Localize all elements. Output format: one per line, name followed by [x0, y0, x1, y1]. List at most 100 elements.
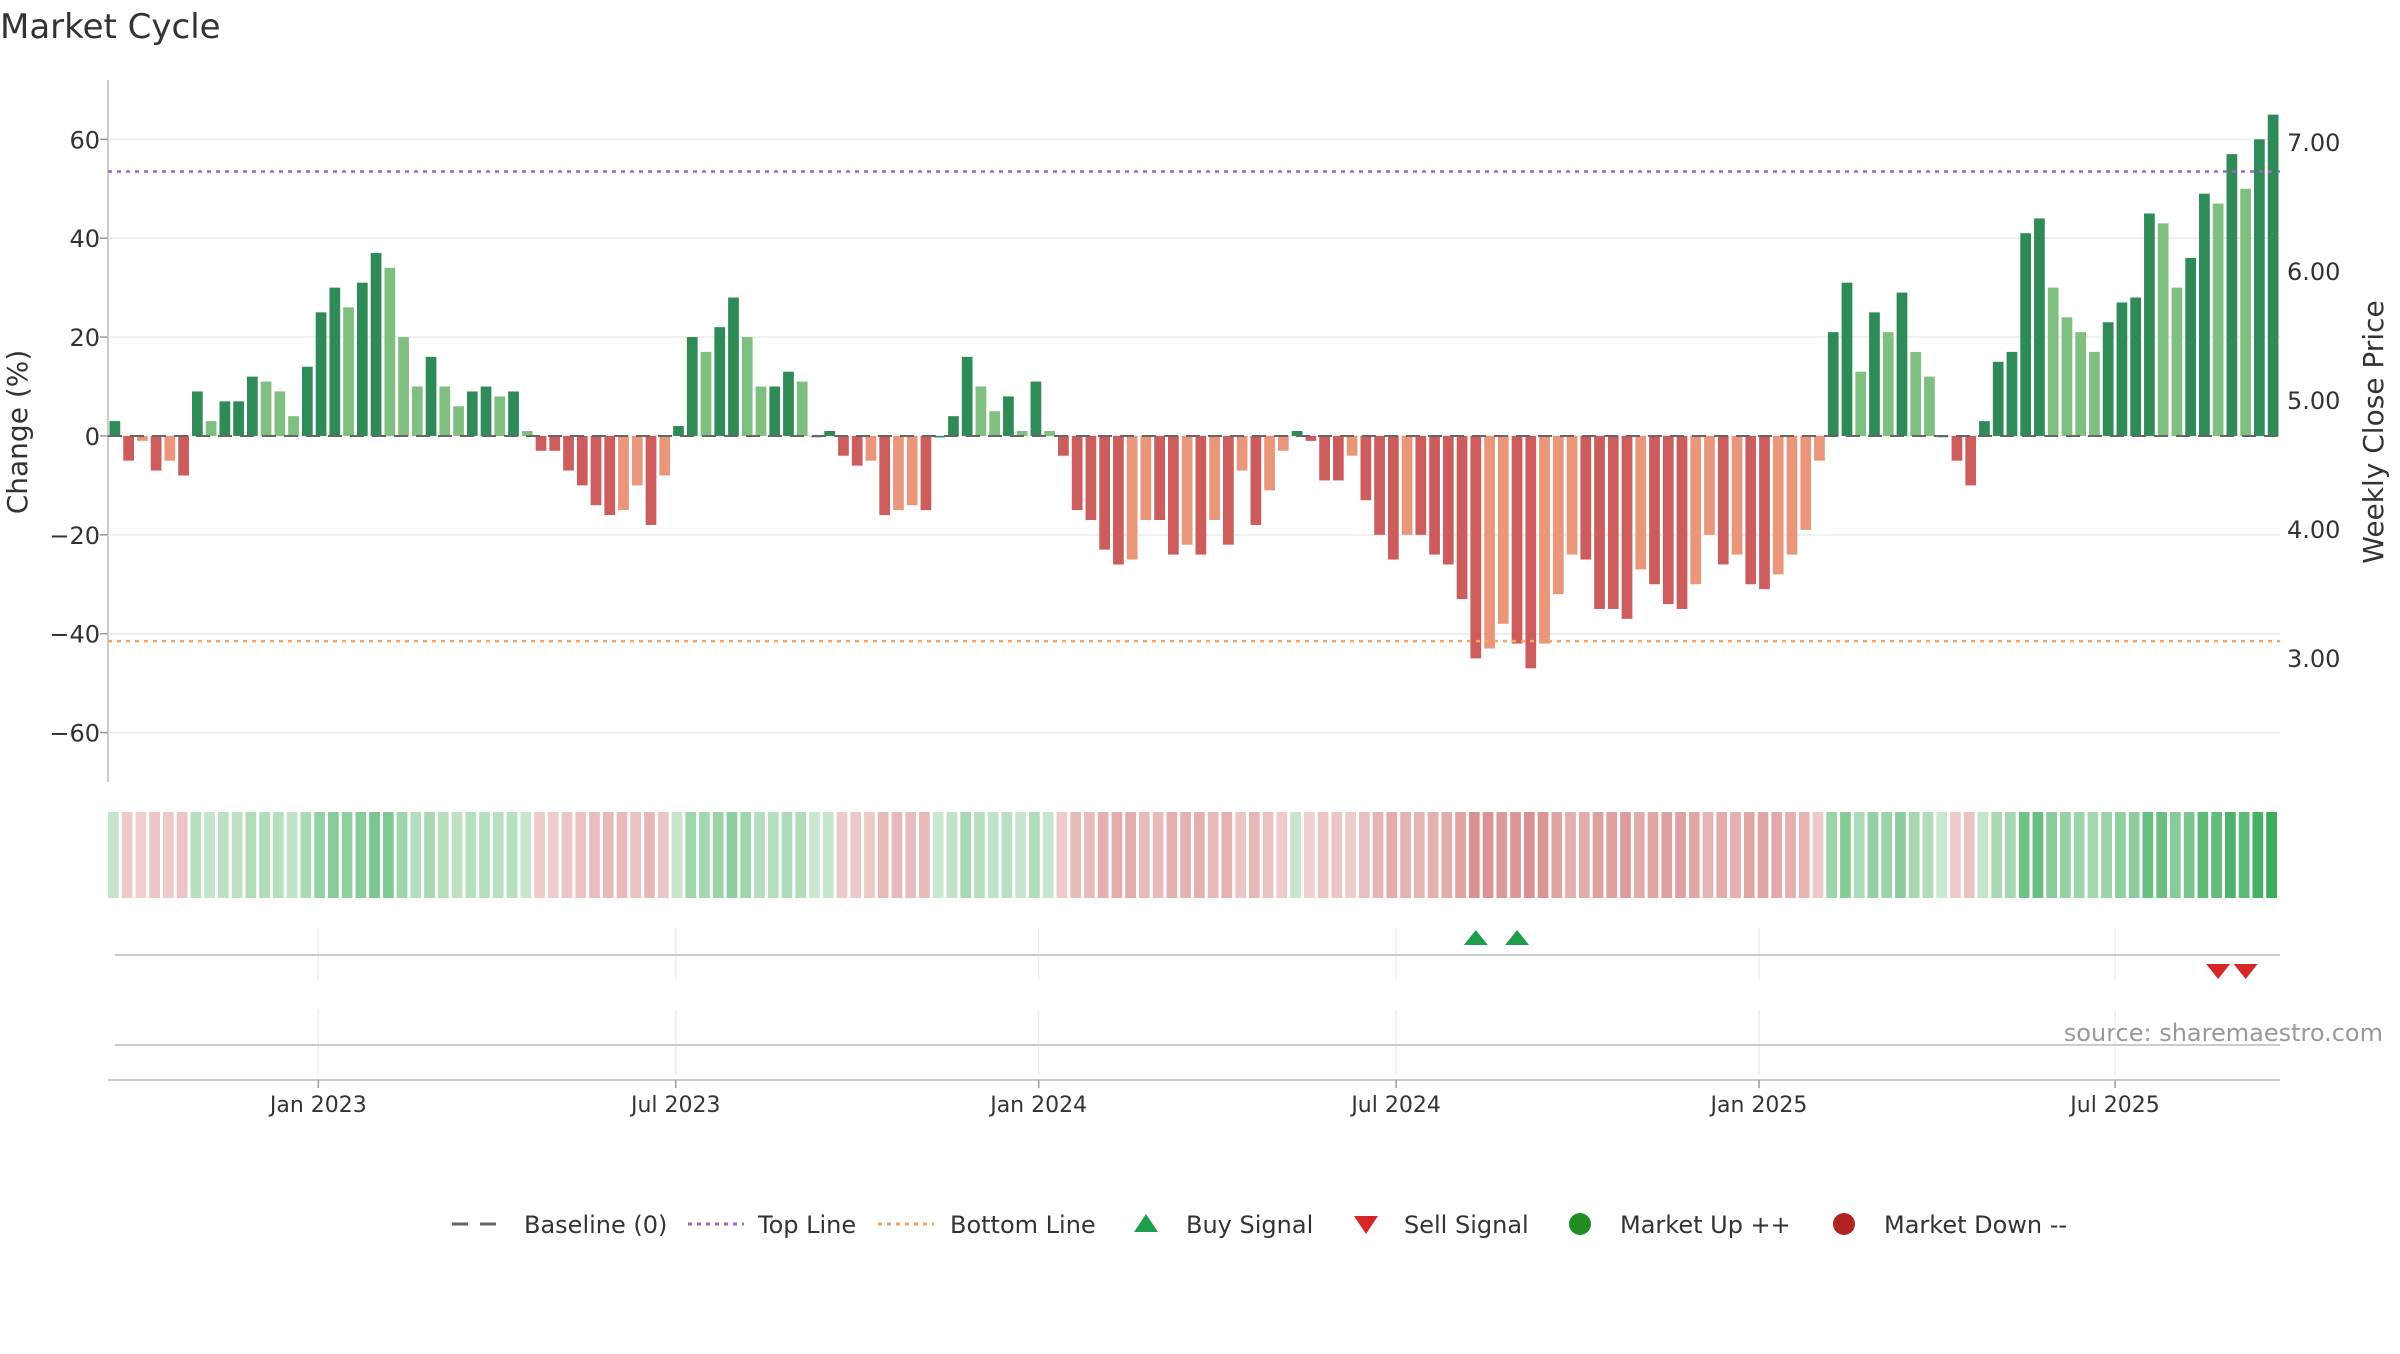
change-bar [301, 366, 313, 436]
change-bar [370, 253, 382, 436]
change-bar [1058, 435, 1069, 456]
change-bar [2171, 287, 2183, 436]
change-bar [329, 287, 341, 436]
change-bar [2254, 139, 2265, 436]
heatmap-cell [864, 812, 875, 898]
sell-signal-marker [2233, 964, 2258, 979]
change-bar [2157, 223, 2169, 436]
change-bar [948, 416, 959, 436]
y-left-tick-label: −20 [49, 522, 100, 550]
heatmap-cell [1331, 812, 1343, 898]
heatmap-cell [1647, 812, 1659, 898]
legend-label: Top Line [757, 1211, 856, 1239]
heatmap-cell [1523, 812, 1535, 898]
change-bar [2006, 351, 2018, 436]
heatmap-cell [1867, 812, 1879, 898]
change-bar [494, 396, 506, 436]
change-bar [934, 435, 946, 438]
heatmap-cell [135, 812, 147, 898]
heatmap-cell [1468, 812, 1480, 898]
change-bar [1552, 435, 1564, 595]
change-bar [865, 435, 877, 461]
x-tick-label: Jan 2024 [988, 1093, 1087, 1118]
change-bar [851, 435, 863, 466]
change-bar [700, 351, 712, 436]
change-bar [1924, 376, 1935, 436]
heatmap-cell [589, 812, 600, 898]
heatmap-cell [300, 812, 312, 898]
heatmap-cell [561, 812, 573, 898]
heatmap-cell [2211, 812, 2222, 898]
heatmap-cell [547, 812, 559, 898]
heatmap-cell [960, 812, 972, 898]
change-bar [1387, 435, 1399, 560]
heatmap-cell [575, 812, 587, 898]
heatmap-cell [1730, 812, 1741, 898]
change-bar [1869, 312, 1880, 436]
change-bar [191, 391, 203, 436]
heatmap-cell [479, 812, 490, 898]
change-bar [1085, 435, 1097, 520]
heatmap-cell [1441, 812, 1453, 898]
y-right-axis-label: Weekly Close Price [2357, 300, 2390, 563]
heatmap-cell [712, 812, 724, 898]
legend-marker-circle [1569, 1213, 1591, 1235]
heatmap-cell [1111, 812, 1123, 898]
heatmap-cell [1317, 812, 1329, 898]
legend-marker-buy [1134, 1214, 1158, 1232]
heatmap-cell [1661, 812, 1673, 898]
heatmap-cell [1991, 812, 2003, 898]
heatmap-cell [149, 812, 160, 898]
heatmap-cell [616, 812, 628, 898]
change-bar [2075, 332, 2087, 436]
heatmap-cell [1592, 812, 1604, 898]
change-bar [1511, 435, 1523, 644]
heatmap-cell [520, 812, 532, 898]
change-bar [1497, 435, 1509, 624]
heatmap-cell [1510, 812, 1521, 898]
heatmap-cell [1427, 812, 1439, 898]
heatmap-cell [1290, 812, 1301, 898]
legend-label: Baseline (0) [524, 1211, 667, 1239]
heatmap-cell [272, 812, 284, 898]
change-bar [411, 386, 423, 436]
heatmap-cell [1358, 812, 1370, 898]
change-bar [1291, 431, 1303, 436]
heatmap-cell [809, 812, 820, 898]
change-bar [1910, 351, 1922, 436]
heatmap-cell [1785, 812, 1796, 898]
change-bar [1360, 435, 1372, 501]
change-bar [439, 386, 451, 436]
change-bar [2144, 213, 2155, 436]
change-bar [1882, 332, 1894, 436]
heatmap-cell [327, 812, 339, 898]
change-bar [219, 401, 231, 436]
change-bar [741, 337, 753, 436]
y-right-tick-label: 3.00 [2287, 645, 2340, 673]
change-bar [1071, 435, 1083, 511]
change-bar [1415, 435, 1427, 535]
change-bar [686, 337, 698, 436]
heatmap-cell [836, 812, 848, 898]
heatmap-cell [1675, 812, 1686, 898]
buy-signal-marker [1463, 930, 1488, 945]
change-bar [1704, 435, 1715, 535]
change-bar [1649, 435, 1660, 585]
heatmap-cell [396, 812, 408, 898]
change-bar [2034, 218, 2045, 436]
change-bar [796, 381, 808, 436]
change-bar [906, 435, 918, 506]
change-bar [838, 435, 849, 456]
change-bar [1621, 435, 1633, 619]
change-bar [1580, 435, 1592, 560]
heatmap-cell [534, 812, 545, 898]
change-bar [604, 435, 616, 516]
change-bar [453, 406, 464, 436]
change-bar [1965, 435, 1977, 486]
heatmap-cell [932, 812, 944, 898]
change-bar [1442, 435, 1454, 565]
change-bar [1113, 435, 1124, 565]
change-bar [1896, 292, 1908, 436]
heatmap-cell [231, 812, 243, 898]
heatmap-cell [877, 812, 889, 898]
